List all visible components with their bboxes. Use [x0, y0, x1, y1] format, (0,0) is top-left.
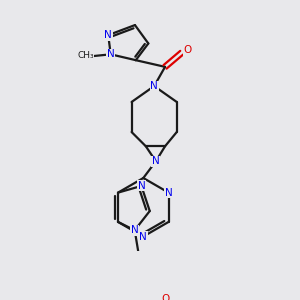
- Text: N: N: [165, 188, 172, 198]
- Text: N: N: [131, 225, 139, 235]
- Text: O: O: [161, 294, 170, 300]
- Text: CH₃: CH₃: [77, 52, 94, 61]
- Text: N: N: [137, 181, 145, 191]
- Text: O: O: [184, 45, 192, 55]
- Text: N: N: [104, 30, 112, 40]
- Text: N: N: [150, 81, 158, 91]
- Text: N: N: [140, 232, 147, 242]
- Text: N: N: [152, 156, 160, 166]
- Text: N: N: [107, 49, 115, 59]
